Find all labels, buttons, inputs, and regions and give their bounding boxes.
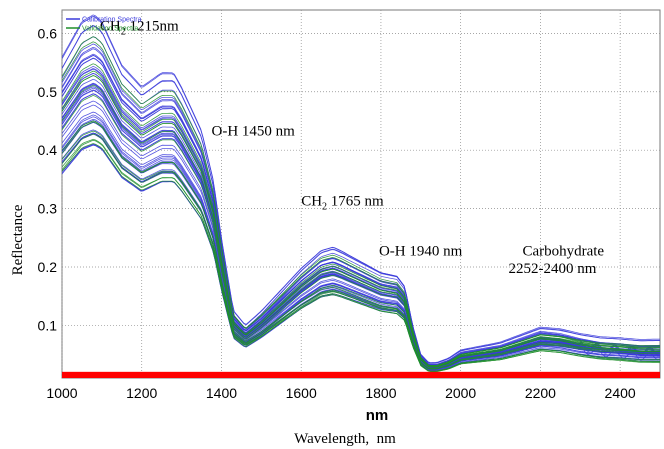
spectrum-line (62, 133, 660, 370)
spectrum-line (62, 36, 660, 364)
spectrum-line (62, 15, 660, 365)
spectrum-line (62, 63, 660, 366)
y-tick-label: 0.5 (38, 84, 58, 100)
legend-entry: Validation Spectra (82, 26, 138, 33)
spectrum-line (62, 75, 660, 368)
spectrum-line (62, 130, 660, 372)
spectrum-line (62, 70, 660, 366)
y-axis-label: Reflectance (10, 204, 26, 275)
annotation-ch2-1215: CH2 1215nm (100, 18, 179, 37)
tick-labels: 1000 1200 1400 1600 1800 2000 2200 2400 0.1 0.2 0.… (38, 25, 636, 401)
x-axis-label: Wavelength, nm (294, 431, 396, 447)
baseline-band (62, 371, 660, 378)
x-tick-label: 1400 (206, 385, 237, 401)
annotation-oh-1940: O-H 1940 nm (379, 243, 463, 259)
baseline-layer (62, 371, 660, 378)
x-tick-label: 2400 (605, 385, 636, 401)
spectrum-line (62, 94, 660, 368)
annotation-oh-1450: O-H 1450 nm (212, 124, 296, 140)
spectra-lines (62, 14, 660, 372)
plot-background (61, 9, 661, 379)
x-tick-label: 1200 (126, 385, 157, 401)
y-tick-label: 0.2 (38, 259, 58, 275)
y-tick-label: 0.3 (38, 201, 58, 217)
y-tick-label: 0.4 (38, 142, 58, 158)
spectrum-line (62, 41, 660, 367)
x-tick-label: 2200 (525, 385, 556, 401)
legend: Calibration Spectra Validation Spectra (66, 17, 142, 33)
x-tick-label: 1800 (365, 385, 396, 401)
annotations: CH2 1215nm O-H 1450 nm CH2 1765 nm O-H 1940… (100, 18, 605, 276)
spectrum-line (62, 57, 660, 366)
annotation-carb-1: Carbohydrate (522, 243, 604, 259)
x-tick-label: 1600 (286, 385, 317, 401)
x-tick-label: 2000 (445, 385, 476, 401)
spectrum-line (62, 24, 660, 364)
spectrum-line (62, 120, 660, 372)
y-tick-label: 0.1 (38, 317, 58, 333)
spectrum-line (62, 48, 660, 366)
legend-entry: Calibration Spectra (82, 17, 142, 24)
annotation-ch2-1765: CH2 1765 nm (301, 194, 384, 213)
x-tick-label: 1000 (46, 385, 77, 401)
spectrum-line (62, 120, 660, 371)
y-tick-label: 0.6 (38, 25, 58, 41)
x-unit-label: nm (366, 407, 389, 424)
annotation-carb-2: 2252-2400 nm (509, 261, 597, 277)
spectrum-line (62, 118, 660, 369)
spectrum-line (62, 25, 660, 364)
